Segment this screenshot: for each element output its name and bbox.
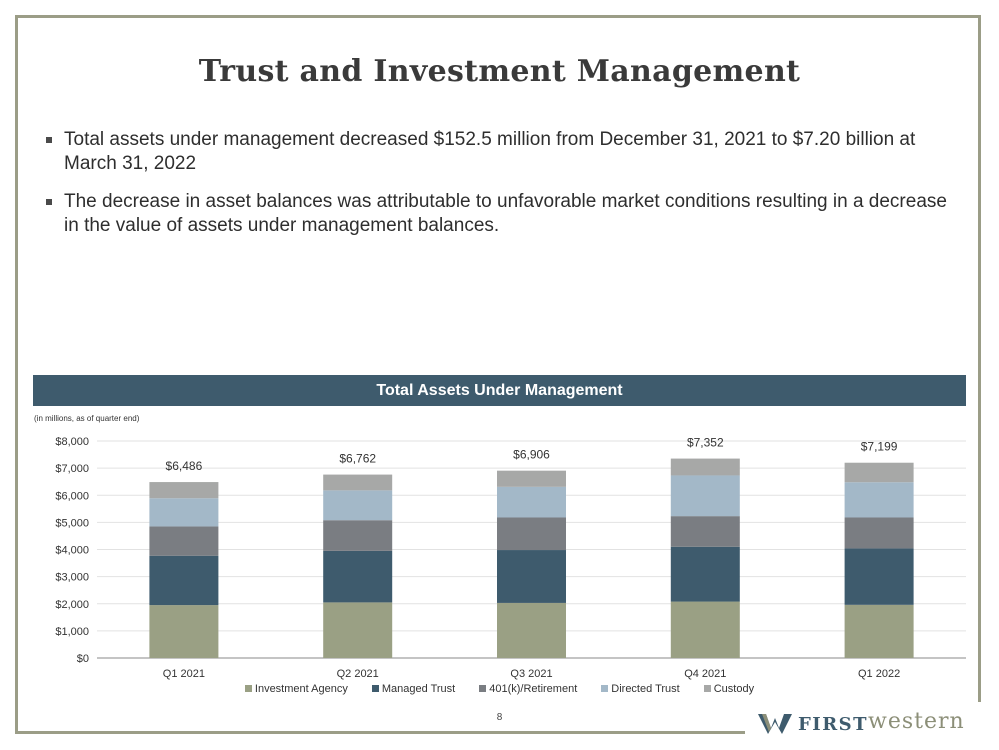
total-label: $7,352	[687, 436, 724, 450]
y-tick-label: $1,000	[55, 626, 89, 638]
chart-labels: $0 $1,000 $2,000 $3,000 $4,000 $5,000 $6,000 $7…	[55, 436, 900, 680]
y-tick-label: $6,000	[55, 490, 89, 502]
bullet-square-icon	[46, 137, 52, 143]
bar-segment	[670, 516, 740, 547]
bar-segment	[323, 490, 393, 521]
legend-swatch	[703, 685, 711, 692]
bullet-item: Total assets under management decreased …	[42, 128, 962, 176]
bar-segment	[497, 602, 566, 658]
legend-swatch	[371, 685, 379, 692]
total-label: $6,486	[166, 459, 203, 473]
bar-segment	[149, 482, 219, 499]
slide-title: Trust and Investment Management	[198, 54, 801, 89]
bullet-item: The decrease in asset balances was attri…	[42, 190, 962, 238]
logo-text-first: FIRST	[798, 714, 869, 735]
bar-segment	[844, 462, 914, 483]
bar-segment	[497, 486, 566, 518]
bar-segment	[844, 548, 914, 605]
legend-entry: 401(k)/Retirement	[479, 683, 577, 695]
bullet-square-icon	[46, 199, 52, 205]
legend-swatch	[479, 685, 487, 692]
chart-subtitle: (in millions, as of quarter end)	[34, 414, 140, 423]
bar-segment	[149, 605, 219, 658]
y-tick-label: $3,000	[55, 572, 89, 584]
bar-segment	[323, 474, 393, 491]
y-tick-label: $8,000	[55, 436, 89, 448]
x-tick-label: Q1 2022	[858, 668, 900, 680]
bar-segment	[323, 550, 393, 603]
y-tick-label: $0	[77, 653, 89, 665]
bar-segment	[670, 601, 740, 658]
bars	[149, 458, 914, 658]
legend-label: Investment Agency	[254, 683, 348, 695]
bar-segment	[497, 550, 566, 603]
total-label: $7,199	[861, 440, 898, 454]
legend-entry: Directed Trust	[601, 683, 680, 695]
y-tick-label: $2,000	[55, 599, 89, 611]
bar-segment	[323, 520, 393, 551]
y-tick-label: $7,000	[55, 463, 89, 475]
x-tick-label: Q4 2021	[684, 668, 726, 680]
x-tick-label: Q3 2021	[510, 668, 552, 680]
bar-segment	[149, 498, 219, 527]
bar-segment	[497, 470, 566, 487]
chart-legend: Investment Agency Managed Trust 401(k)/Ret…	[0, 683, 999, 695]
x-tick-label: Q1 2021	[163, 668, 205, 680]
y-tick-label: $5,000	[55, 517, 89, 529]
legend-entry: Managed Trust	[371, 683, 456, 695]
bar-segment	[497, 517, 566, 551]
chart-title: Total Assets Under Management	[33, 375, 966, 406]
bar-segment	[670, 475, 740, 517]
bottom-border	[15, 731, 744, 734]
x-tick-label: Q2 2021	[337, 668, 379, 680]
legend-entry: Custody	[703, 683, 755, 695]
logo-area	[745, 702, 999, 750]
legend-label: Custody	[713, 683, 755, 695]
legend-swatch	[601, 685, 609, 692]
legend-label: Managed Trust	[381, 683, 456, 695]
legend-entry: Investment Agency	[244, 683, 348, 695]
total-label: $6,762	[339, 452, 376, 466]
bar-segment	[149, 555, 219, 606]
bullet-text: Total assets under management decreased …	[64, 129, 916, 174]
first-western-logo-icon	[758, 714, 792, 734]
bar-segment	[670, 458, 740, 476]
bar-segment	[323, 602, 393, 658]
bar-segment	[844, 517, 914, 549]
total-label: $6,906	[513, 448, 550, 462]
y-tick-label: $4,000	[55, 545, 89, 557]
bullet-list: Total assets under management decreased …	[42, 128, 962, 252]
bar-segment	[844, 482, 914, 518]
legend-label: 401(k)/Retirement	[489, 683, 578, 695]
bar-segment	[844, 604, 914, 658]
bar-segment	[149, 526, 219, 556]
legend-swatch	[244, 685, 252, 692]
bar-segment	[670, 546, 740, 602]
logo-text-western: western	[868, 709, 965, 734]
bullet-text: The decrease in asset balances was attri…	[64, 191, 947, 236]
legend-label: Directed Trust	[611, 683, 680, 695]
page-number: 8	[496, 712, 503, 723]
